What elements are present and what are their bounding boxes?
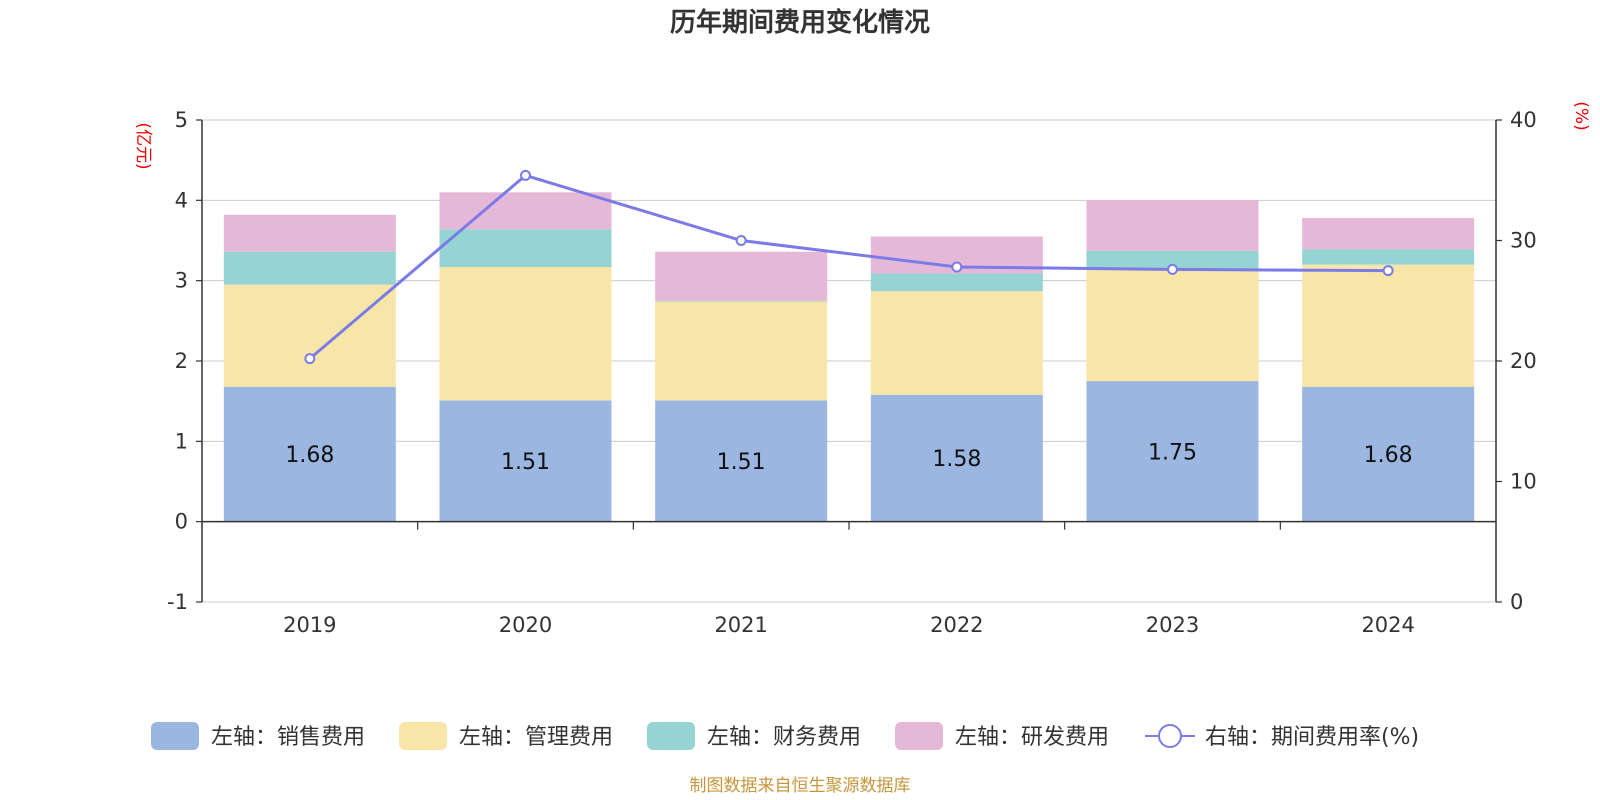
bar-segment-3 bbox=[223, 251, 396, 285]
x-axis-tick-label: 2022 bbox=[930, 613, 983, 637]
bar-segment-2 bbox=[1302, 264, 1475, 387]
data-label: 1.58 bbox=[932, 447, 981, 472]
right-axis-unit: (%) bbox=[1571, 101, 1591, 130]
rate-point bbox=[735, 235, 747, 246]
left-axis-tick-label: 3 bbox=[175, 269, 188, 293]
bar-segment-3 bbox=[439, 229, 612, 268]
legend-label: 左轴：管理费用 bbox=[459, 725, 613, 750]
legend-item-2[interactable]: 左轴：管理费用 bbox=[399, 722, 613, 750]
bar-segment-1 bbox=[439, 400, 612, 522]
legend-item-1[interactable]: 左轴：销售费用 bbox=[151, 722, 365, 750]
left-axis-tick-label: 2 bbox=[175, 349, 188, 373]
left-axis-unit: (亿元) bbox=[133, 122, 153, 169]
bar-segment-3 bbox=[1086, 250, 1259, 271]
bar-segment-3 bbox=[655, 300, 828, 302]
expense-rate-line bbox=[304, 169, 1394, 365]
bar-segment-3 bbox=[870, 273, 1043, 292]
right-axis-tick-label: 30 bbox=[1510, 229, 1537, 253]
right-axis-tick-label: 20 bbox=[1510, 349, 1537, 373]
bar-segment-4 bbox=[1302, 218, 1475, 250]
x-axis-tick-label: 2021 bbox=[714, 613, 767, 637]
legend-item-4[interactable]: 左轴：研发费用 bbox=[895, 722, 1109, 750]
legend-label: 左轴：研发费用 bbox=[955, 725, 1109, 750]
left-axis-tick-label: 1 bbox=[175, 429, 188, 453]
legend-swatch bbox=[151, 722, 199, 750]
rate-point bbox=[304, 353, 316, 365]
legend-swatch bbox=[895, 722, 943, 750]
x-axis-tick-label: 2024 bbox=[1361, 613, 1414, 637]
legend-swatch bbox=[399, 722, 447, 750]
bar-segment-2 bbox=[223, 284, 396, 387]
bar-segment-4 bbox=[439, 192, 612, 230]
data-label: 1.51 bbox=[501, 450, 550, 475]
bars bbox=[223, 192, 1475, 522]
right-axis-tick-label: 40 bbox=[1510, 108, 1537, 132]
x-axis-tick-label: 2020 bbox=[499, 613, 552, 637]
legend-label: 左轴：销售费用 bbox=[211, 725, 365, 750]
data-label: 1.68 bbox=[285, 443, 334, 468]
rate-point bbox=[1382, 265, 1394, 277]
data-label: 1.51 bbox=[717, 450, 766, 475]
bar-segment-1 bbox=[1086, 381, 1259, 522]
rate-line-path bbox=[308, 173, 1389, 360]
source-note: 制图数据来自恒生聚源数据库 bbox=[690, 776, 911, 796]
bar-segment-2 bbox=[870, 291, 1043, 395]
bar-segment-1 bbox=[223, 386, 396, 522]
x-axis-tick-label: 2019 bbox=[283, 613, 336, 637]
rate-point bbox=[520, 169, 531, 181]
data-labels: 1.68 1.51 1.51 1.58 1.75 1.68 bbox=[285, 440, 1412, 475]
rate-point bbox=[1167, 263, 1178, 275]
grid-lines bbox=[202, 119, 1496, 603]
legend-label: 右轴：期间费用率(%) bbox=[1205, 725, 1419, 750]
chart-title: 历年期间费用变化情况 bbox=[670, 7, 930, 38]
bar-segment-2 bbox=[1086, 270, 1259, 382]
legend-marker bbox=[1158, 724, 1182, 748]
left-axis-tick-label: -1 bbox=[167, 590, 188, 614]
bar-segment-2 bbox=[439, 267, 612, 401]
legend-item-5[interactable]: 右轴：期间费用率(%) bbox=[1145, 724, 1419, 750]
rate-point bbox=[951, 261, 963, 273]
bar-segment-3 bbox=[1302, 249, 1475, 265]
bar-segment-4 bbox=[1086, 200, 1259, 251]
left-axis-tick-label: 0 bbox=[175, 510, 188, 534]
x-axis-tick-label: 2023 bbox=[1146, 613, 1199, 637]
data-label: 1.68 bbox=[1364, 443, 1413, 468]
left-axis-tick-label: 4 bbox=[175, 188, 188, 212]
bar-segment-4 bbox=[655, 251, 828, 301]
left-axis-tick-label: 5 bbox=[175, 108, 188, 132]
right-axis-tick-label: 10 bbox=[1510, 470, 1537, 494]
bar-segment-1 bbox=[1302, 386, 1475, 522]
bar-segment-4 bbox=[223, 214, 396, 252]
legend-item-3[interactable]: 左轴：财务费用 bbox=[647, 722, 861, 750]
legend-label: 左轴：财务费用 bbox=[707, 725, 861, 750]
legend-swatch bbox=[647, 722, 695, 750]
bar-segment-1 bbox=[870, 394, 1043, 522]
bar-segment-1 bbox=[655, 400, 828, 522]
bar-segment-2 bbox=[655, 301, 828, 401]
right-axis-tick-label: 0 bbox=[1510, 590, 1523, 614]
legend: 左轴：销售费用 左轴：管理费用 左轴：财务费用 左轴：研发费用 右轴：期间费用率(%) bbox=[151, 722, 1419, 750]
data-label: 1.75 bbox=[1148, 440, 1197, 465]
